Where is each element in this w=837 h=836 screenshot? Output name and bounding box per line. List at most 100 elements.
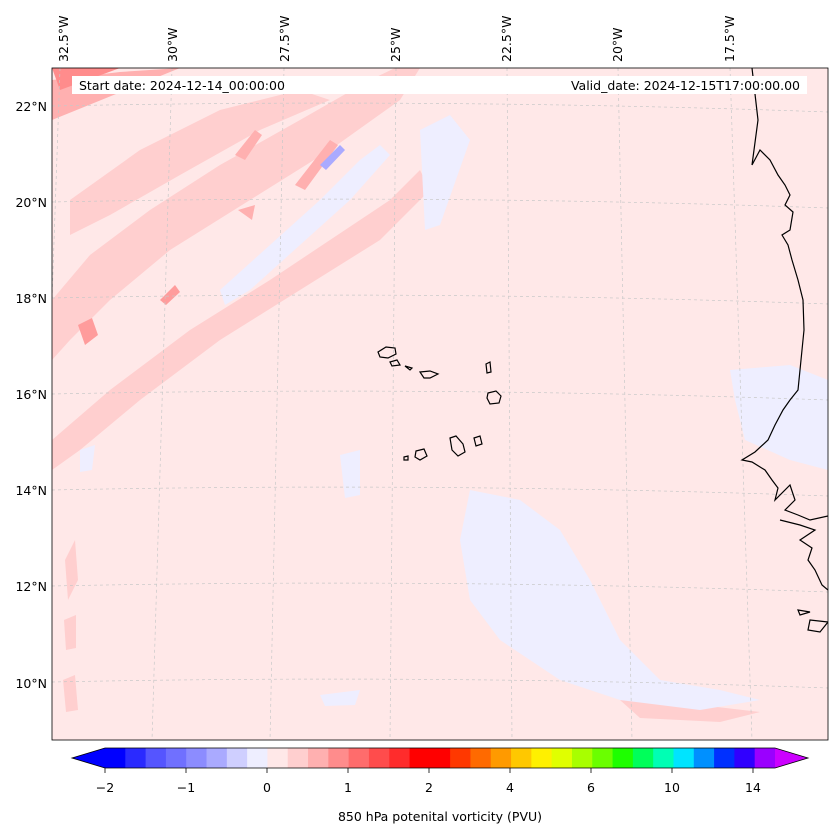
lat-label: 14°N [15,483,47,498]
pv-field [52,68,828,740]
meridian-line [269,68,285,740]
colorbar-cell [328,748,350,768]
colorbar-cell [612,748,634,768]
colorbar-cell [125,748,147,768]
parallel-line [52,582,828,593]
colorbar-cell [714,748,735,768]
colorbar-cell [734,748,756,768]
island-brava [403,455,409,461]
colorbar-ticks: −2 −1 0 1 2 4 6 10 14 [96,768,761,795]
colorbar-cell [450,748,472,768]
island-sao-nicolau [418,370,440,379]
pv-streak [65,540,78,600]
colorbar-under-arrow [72,748,105,768]
colorbar-tick-label: 2 [425,780,433,795]
island-santa-luzia [404,365,414,371]
colorbar-cell [429,748,451,768]
lon-label: 27.5°W [277,16,292,62]
pv-core [238,205,255,220]
parallel-line [52,390,828,401]
parallel-line [52,678,828,689]
meridian-line [617,68,633,740]
colorbar-cell [206,748,228,768]
colorbar-tick-label: 14 [745,780,761,795]
meridian-line [729,68,753,740]
colorbar-cell [490,748,512,768]
pv-streak [64,615,76,650]
pv-streak [63,675,78,712]
africa-coastline [740,68,828,633]
colorbar-cell [653,748,675,768]
island-maio [473,435,483,447]
lat-label: 12°N [15,579,47,594]
colorbar-tick-label: 4 [506,780,514,795]
colorbar-cell [368,748,390,768]
lat-label: 16°N [15,387,47,402]
pv-negative-streak [460,490,760,710]
lat-label: 10°N [15,676,47,691]
colorbar-cell [470,748,492,768]
colorbar-cell [673,748,695,768]
meridian-line [151,68,173,740]
pv-core [78,318,98,345]
pv-streak [70,90,330,235]
colorbar-cell [389,748,411,768]
colorbar-cell [105,748,126,768]
lon-label: 25°W [388,27,403,62]
colorbar-cell [571,748,593,768]
pv-streak [52,170,430,470]
colorbar-cell [267,748,289,768]
latitude-labels: 22°N 20°N 18°N 16°N 14°N 12°N 10°N [15,99,47,691]
colorbar-tick-label: 1 [344,780,352,795]
pv-negative-streak [320,690,360,706]
meridian-line [506,68,513,740]
pv-negative-streak [80,445,95,472]
island-fogo [414,448,428,461]
colorbar-cell [531,748,553,768]
pv-negative-streak [340,450,360,498]
island-santiago [449,435,466,457]
start-date-label: Start date: 2024-12-14_00:00:00 [79,78,285,93]
map-frame [51,67,829,741]
colorbar-cell [287,748,309,768]
lon-label: 17.5°W [722,16,737,62]
parallel-line [52,294,828,305]
colorbar-tick-label: 6 [587,780,595,795]
colorbar-cell [693,748,715,768]
colorbar-tick-label: −1 [177,780,195,795]
lat-label: 22°N [15,99,47,114]
lon-label: 22.5°W [499,16,514,62]
colorbar-over-arrow [775,748,808,768]
lon-label: 32.5°W [56,16,71,62]
longitude-labels: 32.5°W 30°W 27.5°W 25°W 22.5°W 20°W 17.5… [56,16,737,62]
colorbar-cell [551,748,573,768]
colorbar-cell [632,748,654,768]
pv-streak [620,700,760,722]
colorbar: −2 −1 0 1 2 4 6 10 14 850 hPa potenital vorticit… [70,747,810,824]
cape-verde-islands [377,346,502,461]
pv-core [295,140,338,190]
pv-negative-streak [420,115,470,230]
parallel-line [52,102,828,113]
colorbar-cell [247,748,269,768]
colorbar-cell [226,748,248,768]
graticule [52,68,828,740]
header-box [72,76,807,94]
colorbar-cell [754,748,776,768]
pv-core [160,285,180,305]
colorbar-tick-label: −2 [96,780,114,795]
colorbar-tick-label: 0 [263,780,271,795]
meridian-line [389,68,397,740]
colorbar-cell [409,748,431,768]
pv-negative-core [320,145,345,170]
pv-streak [52,68,420,360]
colorbar-cell [308,748,329,768]
lon-label: 30°W [165,27,180,62]
parallel-line [52,198,828,209]
pv-core [235,130,262,160]
colorbar-cell [511,748,532,768]
island-sao-vicente [389,359,401,367]
meridian-line [52,68,61,301]
lon-label: 20°W [610,27,625,62]
